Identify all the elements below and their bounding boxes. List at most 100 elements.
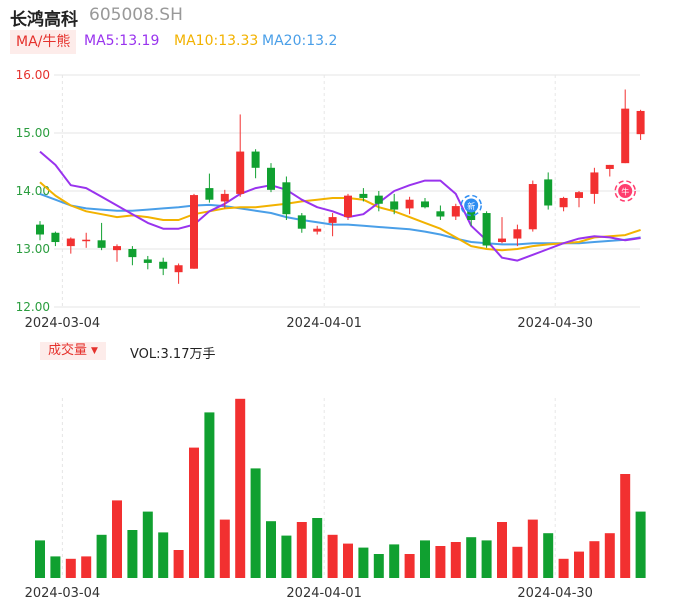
volume-bar xyxy=(158,532,169,578)
volume-bar xyxy=(173,550,184,578)
y-tick-label: 12.00 xyxy=(16,300,50,314)
volume-bar xyxy=(635,511,646,578)
candle-body xyxy=(174,265,183,273)
candle xyxy=(313,225,322,235)
volume-bar xyxy=(250,468,261,578)
y-tick-label: 13.00 xyxy=(16,242,50,256)
candle-body xyxy=(590,172,599,194)
candle-body xyxy=(220,193,229,202)
volume-bar xyxy=(420,540,430,578)
dropdown-arrow-icon: ▼ xyxy=(91,346,98,356)
volume-bar xyxy=(574,551,584,578)
volume-bar xyxy=(604,533,615,578)
candle xyxy=(621,89,630,164)
x-tick-label: 2024-04-30 xyxy=(517,316,593,331)
candle-body xyxy=(513,229,522,239)
candle xyxy=(374,191,383,212)
marker-label: 新 xyxy=(467,201,475,211)
candle-body xyxy=(528,184,537,230)
volume-bar xyxy=(189,447,199,578)
marker-dot xyxy=(618,184,633,198)
candle xyxy=(636,109,645,140)
candle-body xyxy=(405,199,414,209)
volume-bar xyxy=(266,521,276,578)
candle-body xyxy=(113,246,121,251)
marker-ring xyxy=(460,194,482,217)
candle-body xyxy=(236,151,245,194)
candle-body xyxy=(82,239,91,242)
volume-bar xyxy=(620,474,631,578)
candle-body xyxy=(313,228,322,232)
candle-body xyxy=(390,201,399,210)
volume-bar xyxy=(35,540,45,578)
candle-body xyxy=(97,240,106,248)
volume-bar xyxy=(358,547,369,578)
volume-bar xyxy=(527,519,538,578)
candle xyxy=(174,263,183,284)
volume-bar xyxy=(96,534,107,578)
candle xyxy=(498,217,506,244)
candle xyxy=(36,221,44,241)
candle-body xyxy=(143,259,152,263)
ma10-legend: MA10:13.33 xyxy=(174,33,259,49)
volume-bar xyxy=(373,554,384,578)
candle xyxy=(128,246,137,266)
volume-bar xyxy=(389,544,400,578)
volume-readout: VOL:3.17万手 xyxy=(130,347,216,362)
volume-bar xyxy=(204,412,215,578)
candle xyxy=(190,193,198,269)
candle xyxy=(482,211,491,248)
candle xyxy=(436,205,445,220)
candle-body xyxy=(328,217,337,223)
candle-body xyxy=(190,195,198,269)
candle-body xyxy=(251,151,260,168)
candle xyxy=(282,176,291,220)
x-tick-label: 2024-03-04 xyxy=(25,316,101,331)
candle-body xyxy=(159,261,168,269)
candle-body xyxy=(436,211,445,217)
candle-body xyxy=(205,188,214,200)
candle-body xyxy=(36,224,44,235)
candle-body xyxy=(559,197,568,208)
new-low-badge-icon[interactable]: 新 xyxy=(460,194,482,217)
candle xyxy=(66,237,75,254)
candle-body xyxy=(51,232,60,243)
volume-bar xyxy=(466,537,477,578)
candle xyxy=(344,193,352,220)
ma5-line xyxy=(39,150,641,262)
ma20-legend: MA20:13.2 xyxy=(262,33,338,49)
volume-bar xyxy=(296,522,307,578)
candle xyxy=(205,173,214,203)
candle xyxy=(51,231,60,247)
new-high-badge-icon[interactable]: 牛 xyxy=(614,180,636,202)
candle xyxy=(97,222,106,251)
candle xyxy=(559,196,568,212)
volume-bar xyxy=(512,546,523,578)
candle xyxy=(513,224,522,247)
candle-body xyxy=(359,193,368,198)
candle-body xyxy=(128,249,137,258)
volume-indicator-button[interactable]: 成交量 ▼ xyxy=(40,342,106,360)
candle-body xyxy=(575,192,583,198)
volume-bar xyxy=(312,518,323,578)
candle-body xyxy=(605,164,614,169)
candle-body xyxy=(498,238,506,243)
candle xyxy=(82,232,91,248)
candle xyxy=(359,188,368,202)
candle-body xyxy=(344,195,352,218)
ma-indicator-button[interactable]: MA/牛熊 xyxy=(10,30,77,54)
marker-ring xyxy=(614,180,636,202)
candle xyxy=(590,167,599,204)
candle-body xyxy=(482,213,491,246)
ma20-line xyxy=(39,192,641,246)
candle-body xyxy=(621,108,630,164)
candle-body xyxy=(66,238,75,247)
stock-code: 605008.SH xyxy=(89,5,183,25)
volume-bar xyxy=(50,556,61,578)
candle-body xyxy=(267,167,275,190)
volume-bar xyxy=(589,541,600,578)
candle xyxy=(113,244,121,262)
volume-bar xyxy=(327,534,338,578)
stock-name: 长鸿高科 xyxy=(10,10,78,30)
